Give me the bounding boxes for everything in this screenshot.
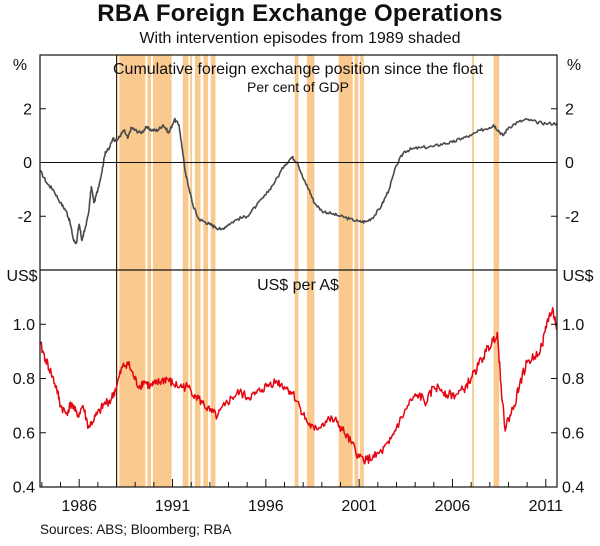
series-lines bbox=[39, 117, 558, 465]
intervention-band-0 bbox=[116, 55, 119, 487]
intervention-band-12 bbox=[354, 55, 359, 487]
intervention-band-1 bbox=[119, 55, 146, 487]
top-ytick-label-right: 0 bbox=[565, 155, 574, 172]
intervention-band-14 bbox=[472, 55, 474, 487]
chart-labels: 2 2 0 0 -2 -2% % 1.0 1.0 0.8 0.8 0.6 0.6 0.4 0.4 US$ US$… bbox=[6, 57, 593, 515]
x-tick-label: 1986 bbox=[61, 498, 97, 515]
sources-note: Sources: ABS; Bloomberg; RBA bbox=[40, 522, 232, 537]
x-tick-label: 2001 bbox=[341, 498, 377, 515]
top-unit-right: % bbox=[567, 57, 581, 74]
chart-title: RBA Foreign Exchange Operations bbox=[97, 0, 503, 27]
bottom-ytick-label-left: 0.8 bbox=[13, 371, 35, 388]
bottom-ytick-label-left: 0.6 bbox=[13, 425, 35, 442]
chart-axes bbox=[39, 54, 558, 488]
top-ytick-label-right: 2 bbox=[565, 101, 574, 118]
intervention-band-10 bbox=[306, 55, 315, 487]
chart-subtitle: With intervention episodes from 1989 sha… bbox=[139, 30, 461, 47]
x-tick-label: 1996 bbox=[248, 498, 284, 515]
bottom-ytick-label-right: 0.8 bbox=[562, 371, 584, 388]
bottom-ytick-label-right: 0.4 bbox=[562, 480, 584, 497]
top-ytick-label-right: -2 bbox=[565, 209, 579, 226]
intervention-band-5 bbox=[190, 55, 193, 487]
bottom-ytick-label-left: 0.4 bbox=[13, 480, 35, 497]
intervention-band-2 bbox=[147, 55, 152, 487]
intervention-band-13 bbox=[360, 55, 364, 487]
top-ytick-label-left: 2 bbox=[23, 101, 32, 118]
bottom-unit-right: US$ bbox=[562, 268, 593, 285]
bottom-unit-left: US$ bbox=[6, 268, 37, 285]
audusd-line bbox=[39, 306, 558, 465]
top-ytick-label-left: -2 bbox=[18, 209, 32, 226]
intervention-band-8 bbox=[210, 55, 216, 487]
bottom-panel-title: US$ per A$ bbox=[257, 277, 339, 294]
intervention-band-15 bbox=[493, 55, 500, 487]
top-panel-subtitle: Per cent of GDP bbox=[247, 79, 349, 95]
top-unit-left: % bbox=[13, 57, 27, 74]
intervention-band-4 bbox=[182, 55, 189, 487]
bottom-ytick-label-right: 0.6 bbox=[562, 425, 584, 442]
top-ytick-label-left: 0 bbox=[23, 155, 32, 172]
bottom-ytick-label-left: 1.0 bbox=[13, 317, 35, 334]
bottom-ytick-label-right: 1.0 bbox=[562, 317, 584, 334]
plot-frame bbox=[39, 54, 558, 488]
x-tick-label: 1991 bbox=[155, 498, 191, 515]
intervention-band-11 bbox=[338, 55, 353, 487]
fx-position-line bbox=[39, 117, 558, 245]
intervention-band-6 bbox=[194, 55, 201, 487]
intervention-band-9 bbox=[294, 55, 299, 487]
intervention-band-7 bbox=[203, 55, 208, 487]
x-tick-label: 2006 bbox=[435, 498, 471, 515]
top-panel-title: Cumulative foreign exchange position sin… bbox=[113, 61, 484, 78]
intervention-band-3 bbox=[152, 55, 172, 487]
x-tick-label: 2011 bbox=[529, 498, 564, 515]
